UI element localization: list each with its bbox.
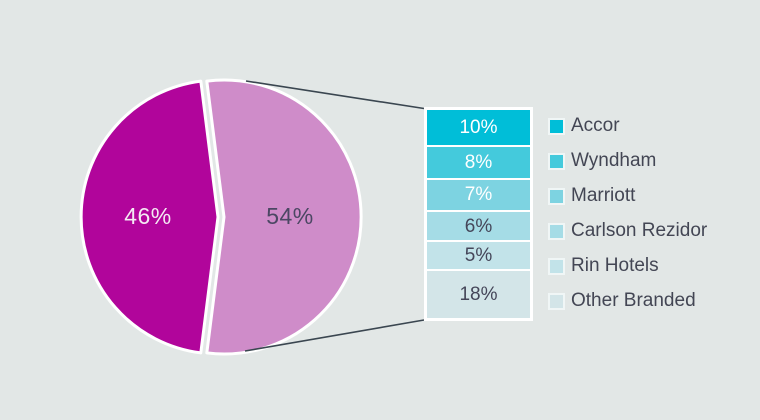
bar-segment-other-branded: 18% (427, 271, 530, 318)
bar-segment-label: 10% (459, 116, 498, 138)
legend-item-label: Accor (571, 115, 620, 136)
legend-item-wyndham: Wyndham (548, 149, 707, 173)
legend-item-rin-hotels: Rin Hotels (548, 254, 707, 278)
bar-segment-wyndham: 8% (427, 146, 530, 178)
connector-line-top (245, 80, 425, 110)
bar-segment-label: 8% (464, 151, 493, 173)
legend-swatch-icon (548, 222, 565, 240)
bar-segment-carlson-rezidor: 6% (427, 211, 530, 241)
legend-item-label: Other Branded (571, 290, 696, 311)
legend-swatch-icon (548, 257, 565, 275)
bar-segment-label: 7% (464, 184, 493, 206)
pie-slice-46 (79, 79, 220, 355)
bar-segment-label: 6% (464, 215, 493, 237)
bar-segment-label: 5% (464, 245, 493, 267)
bar-segment-label: 18% (459, 284, 498, 305)
legend-swatch-icon (548, 117, 565, 135)
legend-swatch-icon (548, 152, 565, 170)
pie-label-46: 46% (124, 203, 172, 229)
legend-item-marriott: Marriott (548, 184, 707, 208)
breakdown-bar: 10% 8% 7% 6% 5% 18% (424, 107, 533, 321)
legend-item-other-branded: Other Branded (548, 289, 707, 313)
legend-swatch-icon (548, 187, 565, 205)
bar-segment-rin-hotels: 5% (427, 242, 530, 269)
legend-item-accor: Accor (548, 114, 707, 138)
legend-item-label: Marriott (571, 185, 636, 206)
connector-line-bottom (244, 319, 425, 352)
legend-item-label: Rin Hotels (571, 255, 659, 276)
legend-item-label: Wyndham (571, 150, 657, 171)
legend: Accor Wyndham Marriott Carlson Rezidor R… (548, 114, 707, 313)
legend-item-label: Carlson Rezidor (571, 220, 708, 241)
pie-label-54: 54% (266, 203, 314, 229)
bar-segment-accor: 10% (427, 110, 530, 145)
bar-segment-marriott: 7% (427, 180, 530, 210)
legend-swatch-icon (548, 292, 565, 310)
legend-item-carlson-rezidor: Carlson Rezidor (548, 219, 707, 243)
